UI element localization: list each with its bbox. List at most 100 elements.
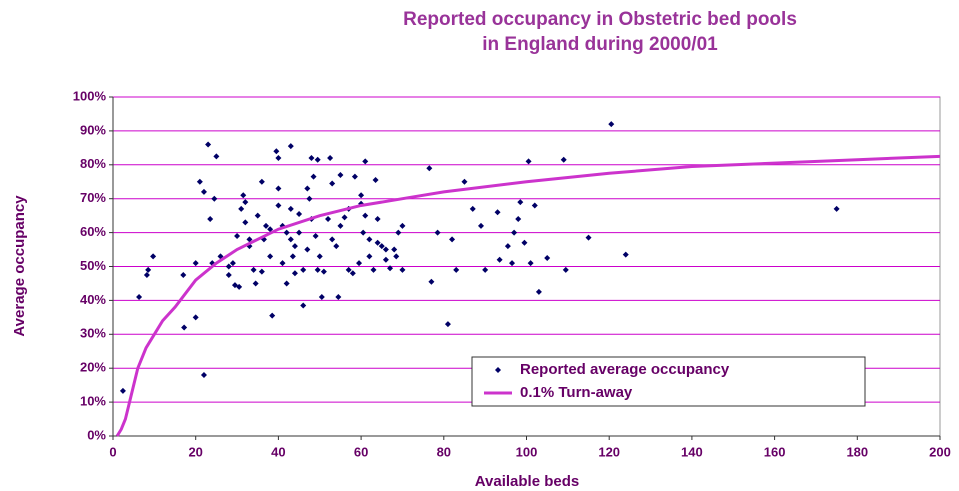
scatter-point <box>382 256 389 263</box>
scatter-point <box>283 229 290 236</box>
scatter-point <box>372 177 379 184</box>
scatter-point <box>428 278 435 285</box>
scatter-point <box>362 158 369 165</box>
scatter-point <box>296 229 303 236</box>
scatter-point <box>287 143 294 150</box>
scatter-point <box>560 156 567 163</box>
scatter-point <box>181 324 188 331</box>
scatter-point <box>391 246 398 253</box>
scatter-point <box>833 205 840 212</box>
scatter-point <box>143 271 150 278</box>
y-tick-label: 50% <box>80 258 106 273</box>
scatter-point <box>469 205 476 212</box>
scatter-point <box>358 192 365 199</box>
scatter-point <box>461 178 468 185</box>
x-tick-label: 60 <box>354 444 368 459</box>
x-tick-label: 140 <box>681 444 703 459</box>
scatter-point <box>291 243 298 250</box>
scatter-point <box>269 312 276 319</box>
y-tick-label: 10% <box>80 394 106 409</box>
scatter-point <box>370 266 377 273</box>
scatter-point <box>521 239 528 246</box>
scatter-point <box>246 236 253 243</box>
scatter-point <box>250 266 257 273</box>
legend-box <box>471 356 866 407</box>
scatter-point <box>504 243 511 250</box>
legend-swatch <box>495 367 501 373</box>
scatter-point <box>287 205 294 212</box>
legend-label: Reported average occupancy <box>520 361 730 378</box>
scatter-point <box>300 302 307 309</box>
scatter-point <box>515 216 522 223</box>
scatter-point <box>308 155 315 162</box>
scatter-point <box>434 229 441 236</box>
scatter-point <box>335 294 342 301</box>
scatter-point <box>356 260 363 267</box>
scatter-point <box>283 280 290 287</box>
scatter-point <box>275 185 282 192</box>
scatter-point <box>205 141 212 148</box>
scatter-point <box>150 253 157 260</box>
y-tick-label: 80% <box>80 156 106 171</box>
scatter-point <box>494 209 501 216</box>
x-tick-label: 40 <box>271 444 285 459</box>
scatter-point <box>426 165 433 172</box>
scatter-point <box>393 253 400 260</box>
scatter-point <box>314 266 321 273</box>
scatter-point <box>325 216 332 223</box>
x-tick-label: 80 <box>437 444 451 459</box>
scatter-point <box>316 253 323 260</box>
scatter-point <box>291 270 298 277</box>
x-tick-label: 0 <box>109 444 116 459</box>
scatter-point <box>509 260 516 267</box>
scatter-point <box>366 236 373 243</box>
scatter-point <box>453 266 460 273</box>
legend-label: 0.1% Turn-away <box>520 384 633 401</box>
scatter-point <box>362 212 369 219</box>
scatter-point <box>192 260 199 267</box>
scatter-point <box>349 270 356 277</box>
scatter-point <box>562 266 569 273</box>
chart-title: in England during 2000/01 <box>482 34 718 55</box>
scatter-point <box>482 266 489 273</box>
scatter-point <box>341 214 348 221</box>
scatter-point <box>200 188 207 195</box>
scatter-point <box>279 260 286 267</box>
scatter-point <box>136 294 143 301</box>
y-axis-label: Average occupancy <box>11 195 28 337</box>
scatter-point <box>525 158 532 165</box>
scatter-point <box>312 232 319 239</box>
scatter-point <box>327 155 334 162</box>
scatter-point <box>511 229 518 236</box>
scatter-point <box>378 243 385 250</box>
scatter-point <box>225 263 232 270</box>
scatter-point <box>236 283 243 290</box>
scatter-point <box>254 212 261 219</box>
scatter-point <box>306 195 313 202</box>
scatter-point <box>535 288 542 295</box>
scatter-point <box>345 266 352 273</box>
scatter-point <box>314 156 321 163</box>
scatter-point <box>337 222 344 229</box>
x-axis-label: Available beds <box>475 473 580 490</box>
x-tick-label: 120 <box>598 444 620 459</box>
y-tick-label: 0% <box>87 427 106 442</box>
scatter-point <box>213 153 220 160</box>
scatter-point <box>608 121 615 128</box>
scatter-point <box>240 192 247 199</box>
scatter-point <box>320 268 327 275</box>
marks <box>115 121 941 437</box>
scatter-point <box>374 239 381 246</box>
scatter-point <box>242 199 249 206</box>
scatter-point <box>337 171 344 178</box>
scatter-point <box>273 148 280 155</box>
scatter-point <box>304 185 311 192</box>
scatter-point <box>333 243 340 250</box>
scatter-point <box>229 260 236 267</box>
y-tick-label: 60% <box>80 224 106 239</box>
scatter-point <box>192 314 199 321</box>
y-tick-label: 40% <box>80 292 106 307</box>
scatter-point <box>196 178 203 185</box>
scatter-point <box>225 271 232 278</box>
scatter-point <box>395 229 402 236</box>
